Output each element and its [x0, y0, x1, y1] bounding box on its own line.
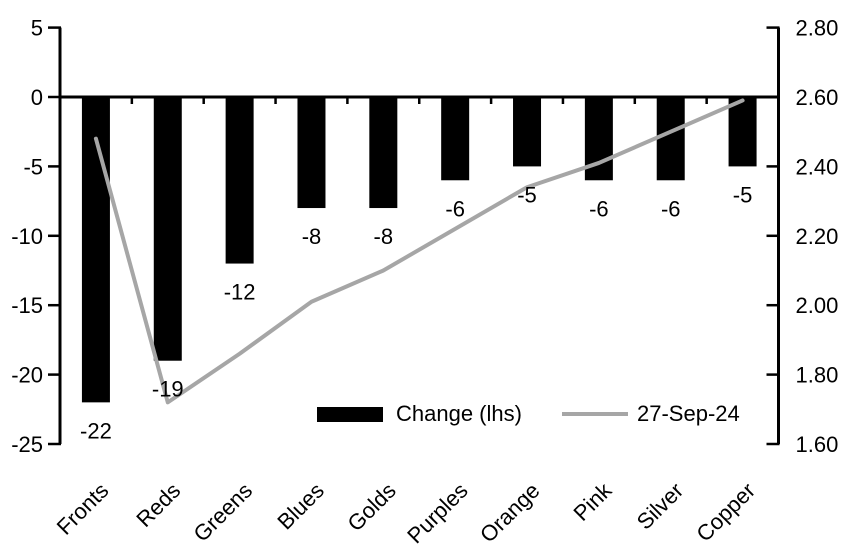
x-axis-label-greens: Greens — [188, 478, 257, 547]
bar-data-label: -22 — [80, 418, 112, 443]
right-axis-tick-label: 2.40 — [796, 154, 839, 179]
left-axis-tick-label: -10 — [11, 224, 43, 249]
left-axis-tick-label: -25 — [11, 432, 43, 457]
x-axis-label-copper: Copper — [691, 478, 760, 547]
x-axis-label-fronts: Fronts — [52, 478, 114, 540]
left-axis-tick-label: 0 — [31, 85, 43, 110]
left-axis-tick-label: -15 — [11, 293, 43, 318]
right-axis-tick-label: 2.20 — [796, 224, 839, 249]
x-axis-label-blues: Blues — [272, 478, 329, 535]
bar-silver — [656, 97, 685, 181]
right-axis-tick-label: 2.60 — [796, 85, 839, 110]
bar-purples — [441, 97, 470, 181]
x-axis-label-pink: Pink — [568, 477, 617, 526]
bar-data-label: -6 — [589, 196, 609, 221]
bar-golds — [369, 97, 398, 209]
bar-greens — [225, 97, 254, 264]
right-axis-tick-label: 1.80 — [796, 363, 839, 388]
left-axis-tick-label: -5 — [23, 154, 43, 179]
left-axis-tick-label: 5 — [31, 16, 43, 41]
bar-data-label: -8 — [374, 224, 394, 249]
bar-data-label: -6 — [445, 196, 465, 221]
x-axis-label-purples: Purples — [402, 478, 472, 548]
bar-data-label: -8 — [302, 224, 322, 249]
right-axis-tick-label: 1.60 — [796, 432, 839, 457]
right-axis-tick-label: 2.00 — [796, 293, 839, 318]
bar-copper — [728, 97, 757, 167]
right-axis-tick-label: 2.80 — [796, 16, 839, 41]
line-series — [93, 98, 745, 405]
x-axis-label-golds: Golds — [343, 478, 401, 536]
bar-blues — [297, 97, 326, 209]
bar-data-label: -19 — [152, 377, 184, 402]
bar-orange — [513, 97, 542, 167]
x-axis-label-orange: Orange — [475, 478, 545, 548]
bar-data-label: -12 — [224, 280, 256, 305]
bar-fronts — [81, 97, 110, 403]
left-axis-tick-label: -20 — [11, 363, 43, 388]
x-axis-label-silver: Silver — [632, 478, 689, 535]
bar-data-label: -6 — [661, 196, 681, 221]
x-axis-label-reds: Reds — [131, 478, 185, 532]
bar-data-label: -5 — [517, 182, 537, 207]
bar-reds — [153, 97, 182, 361]
bar-data-label: -5 — [733, 182, 753, 207]
